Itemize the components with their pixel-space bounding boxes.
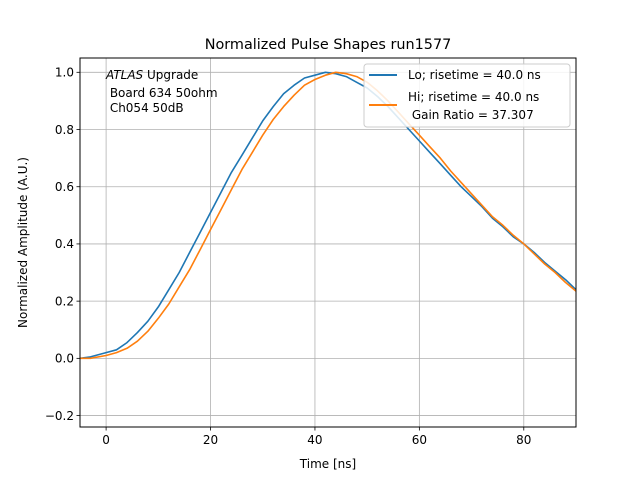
- annotation-line3: Ch054 50dB: [106, 101, 184, 115]
- y-tick-label: 1.0: [55, 66, 74, 80]
- annotation-line2: Board 634 50ohm: [106, 86, 218, 100]
- y-tick-label: 0.8: [55, 123, 74, 137]
- y-tick-label: 0.6: [55, 180, 74, 194]
- legend: Lo; risetime = 40.0 ns Hi; risetime = 40…: [363, 63, 571, 128]
- legend-label-lo: Lo; risetime = 40.0 ns: [408, 68, 541, 82]
- series-lines: [79, 71, 577, 360]
- annotation-atlas: ATLAS: [105, 68, 144, 82]
- x-tick-label: 20: [203, 433, 218, 447]
- y-tick-label: 0.4: [55, 237, 74, 251]
- atlas-annotation: ATLAS Upgrade Board 634 50ohm Ch054 50dB: [105, 68, 218, 115]
- y-tick-label: 0.2: [55, 294, 74, 308]
- x-tick-label: 40: [307, 433, 322, 447]
- x-tick-label: 80: [516, 433, 531, 447]
- x-tick-label: 0: [102, 433, 110, 447]
- x-axis-label: Time [ns]: [299, 457, 356, 471]
- y-tick-label: −0.2: [45, 409, 74, 423]
- grid-lines: [80, 58, 576, 427]
- annotation-upgrade: Upgrade: [143, 68, 198, 82]
- chart-title: Normalized Pulse Shapes run1577: [205, 37, 452, 53]
- series-line-hi: [80, 71, 577, 360]
- x-tick-label: 60: [412, 433, 427, 447]
- plot-frame: [79, 57, 577, 428]
- axis-ticks: 0 20 40 60 80 −0.2 0.0 0.2 0.4 0.6 0.8 1.0: [45, 66, 532, 447]
- y-axis-label: Normalized Amplitude (A.U.): [16, 157, 30, 328]
- legend-label-hi: Hi; risetime = 40.0 ns: [408, 90, 539, 104]
- annotation-line1: ATLAS Upgrade: [105, 68, 198, 82]
- legend-box: [363, 63, 571, 128]
- y-tick-label: 0.0: [55, 352, 74, 366]
- legend-gain-ratio: Gain Ratio = 37.307: [408, 108, 534, 122]
